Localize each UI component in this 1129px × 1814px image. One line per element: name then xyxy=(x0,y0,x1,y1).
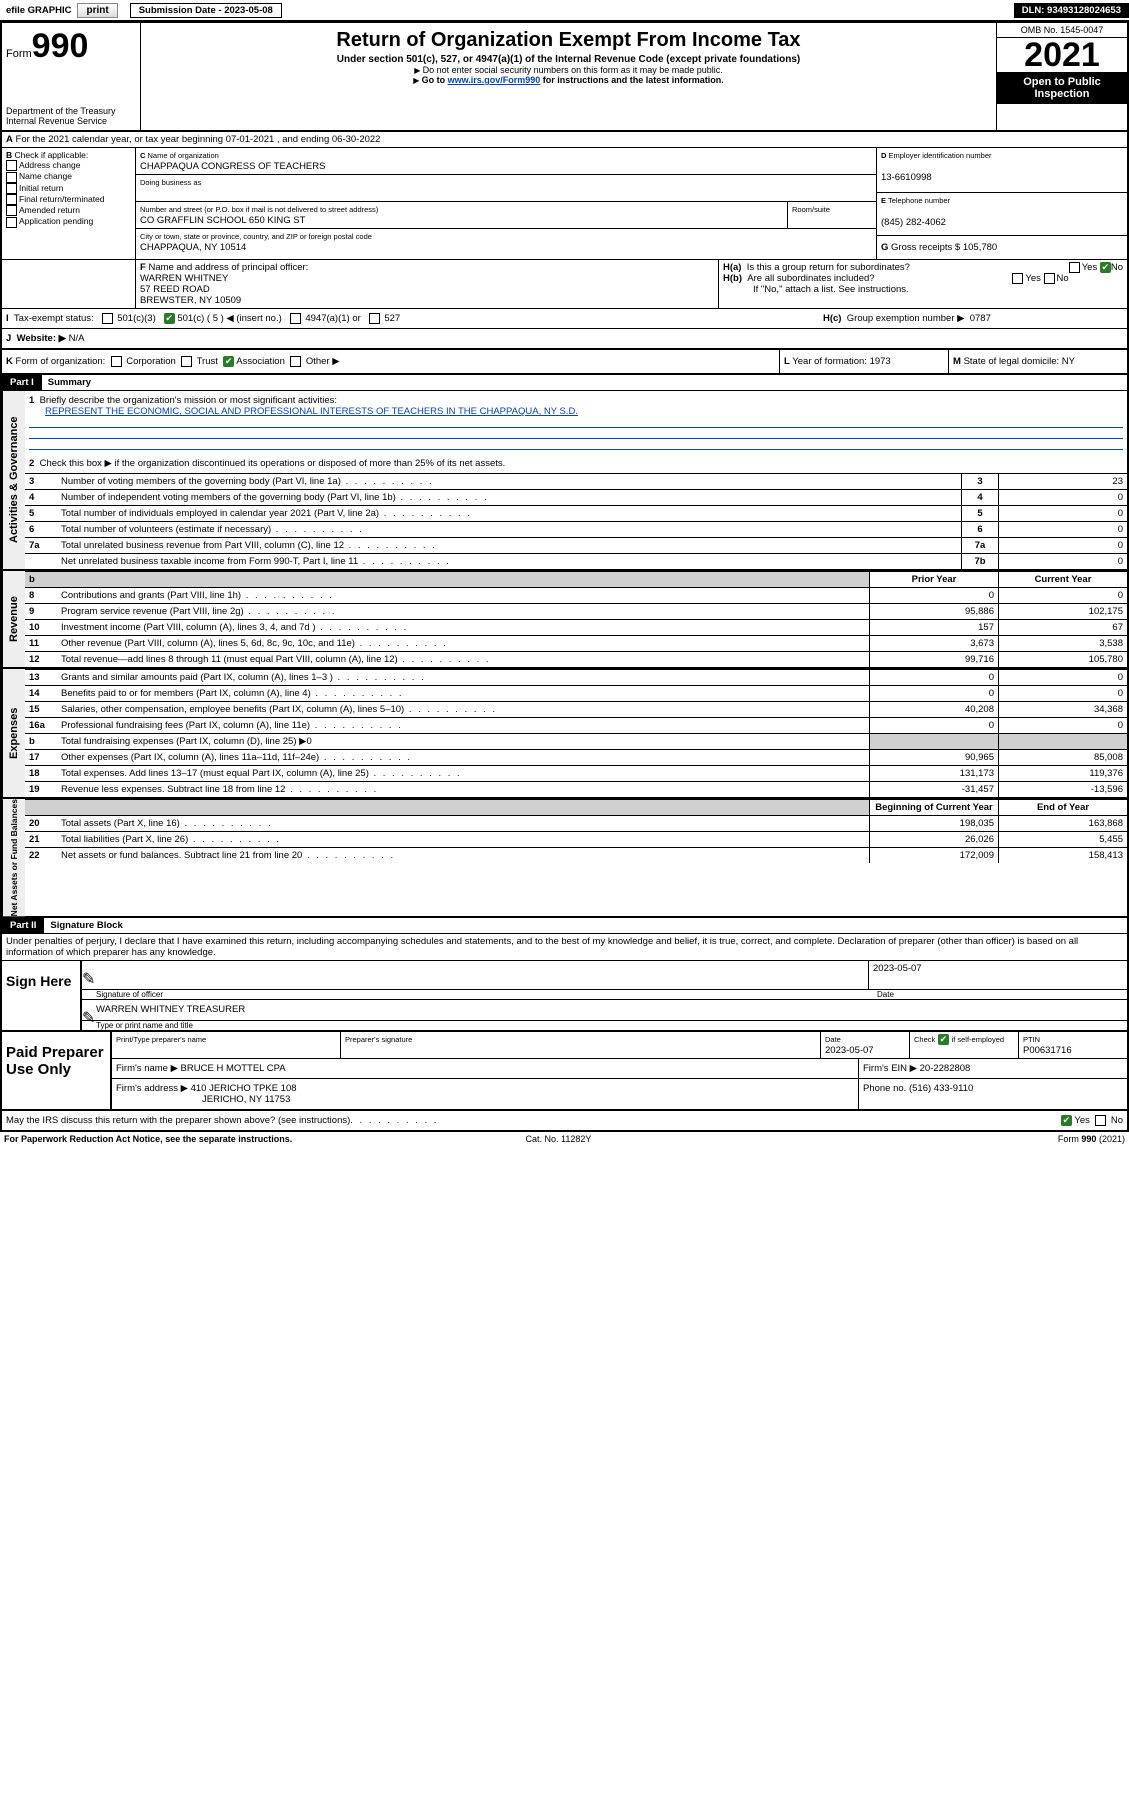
efile-label: efile GRAPHIC xyxy=(0,5,77,16)
mission-text: REPRESENT THE ECONOMIC, SOCIAL AND PROFE… xyxy=(29,406,578,417)
b-label: Check if applicable: xyxy=(15,150,89,160)
chk-app[interactable] xyxy=(6,217,17,228)
state-domicile: NY xyxy=(1062,356,1075,367)
ein: 13-6610998 xyxy=(881,172,932,183)
part2-header: Part II Signature Block xyxy=(0,918,1129,933)
header-sub1: Under section 501(c), 527, or 4947(a)(1)… xyxy=(147,54,990,65)
form-title: Return of Organization Exempt From Incom… xyxy=(147,29,990,52)
hb-yes[interactable] xyxy=(1012,273,1023,284)
row-bcde: B Check if applicable: Address change Na… xyxy=(0,148,1129,259)
firm-addr2: JERICHO, NY 11753 xyxy=(116,1094,290,1105)
org-city: CHAPPAQUA, NY 10514 xyxy=(140,242,246,253)
firm-phone: (516) 433-9110 xyxy=(909,1083,973,1094)
pen-icon: ✎ xyxy=(82,961,96,989)
ha-no-checked: ✔ xyxy=(1100,262,1111,273)
row-j: J Website: ▶ N/A xyxy=(0,329,1129,350)
vlabel-governance: Activities & Governance xyxy=(2,391,25,569)
chk-corp[interactable] xyxy=(111,356,122,367)
irs-link[interactable]: www.irs.gov/Form990 xyxy=(448,75,541,85)
expenses-section: Expenses 13Grants and similar amounts pa… xyxy=(0,667,1129,797)
form-number: 990 xyxy=(32,27,89,65)
chk-self-emp: ✔ xyxy=(938,1034,949,1045)
row-klm: K Form of organization: Corporation Trus… xyxy=(0,350,1129,375)
gross-receipts: 105,780 xyxy=(963,242,997,253)
page-footer: For Paperwork Reduction Act Notice, see … xyxy=(0,1131,1129,1146)
vlabel-netassets: Net Assets or Fund Balances xyxy=(2,799,25,916)
netassets-table: Beginning of Current Year End of Year 20… xyxy=(25,799,1127,863)
dept-treasury: Department of the Treasury xyxy=(6,106,136,116)
telephone: (845) 282-4062 xyxy=(881,217,946,228)
year-formation: 1973 xyxy=(870,356,891,367)
officer-addr2: BREWSTER, NY 10509 xyxy=(140,295,241,306)
tax-year: 2021 xyxy=(997,38,1127,72)
expenses-table: 13Grants and similar amounts paid (Part … xyxy=(25,669,1127,797)
chk-final[interactable] xyxy=(6,194,17,205)
ha-yes[interactable] xyxy=(1069,262,1080,273)
firm-ein: 20-2282808 xyxy=(920,1063,971,1074)
discuss-row: May the IRS discuss this return with the… xyxy=(0,1111,1129,1131)
row-a: A For the 2021 calendar year, or tax yea… xyxy=(0,132,1129,148)
row-fh: F Name and address of principal officer:… xyxy=(0,259,1129,309)
org-address: CO GRAFFLIN SCHOOL 650 KING ST xyxy=(140,215,305,226)
header-sub3: Go to www.irs.gov/Form990 for instructio… xyxy=(147,75,990,85)
topbar: efile GRAPHIC print Submission Date - 20… xyxy=(0,0,1129,21)
hb-no[interactable] xyxy=(1044,273,1055,284)
submission-date: Submission Date - 2023-05-08 xyxy=(130,3,282,18)
irs-label: Internal Revenue Service xyxy=(6,116,136,126)
org-name: CHAPPAQUA CONGRESS OF TEACHERS xyxy=(140,161,325,172)
penalties-text: Under penalties of perjury, I declare th… xyxy=(0,933,1129,961)
part1-body: Activities & Governance 1 Briefly descri… xyxy=(0,390,1129,569)
sign-here-block: Sign Here ✎ 2023-05-07 Signature of offi… xyxy=(0,961,1129,1032)
form-header: Form990 Department of the Treasury Inter… xyxy=(0,21,1129,132)
chk-other[interactable] xyxy=(290,356,301,367)
vlabel-revenue: Revenue xyxy=(2,571,25,667)
part1-header: Part I Summary xyxy=(0,375,1129,390)
chk-527[interactable] xyxy=(369,313,380,324)
ptin: P00631716 xyxy=(1023,1045,1072,1056)
revenue-table: b Prior Year Current Year 8Contributions… xyxy=(25,571,1127,667)
chk-name[interactable] xyxy=(6,172,17,183)
discuss-no[interactable] xyxy=(1095,1115,1106,1126)
chk-assoc-checked: ✔ xyxy=(223,356,234,367)
discuss-yes-checked: ✔ xyxy=(1061,1115,1072,1126)
chk-trust[interactable] xyxy=(181,356,192,367)
firm-addr1: 410 JERICHO TPKE 108 xyxy=(191,1083,297,1094)
chk-initial[interactable] xyxy=(6,183,17,194)
netassets-section: Net Assets or Fund Balances Beginning of… xyxy=(0,797,1129,918)
chk-4947[interactable] xyxy=(290,313,301,324)
revenue-section: Revenue b Prior Year Current Year 8Contr… xyxy=(0,569,1129,667)
paid-preparer-block: Paid Preparer Use Only Print/Type prepar… xyxy=(0,1032,1129,1111)
header-sub2: Do not enter social security numbers on … xyxy=(147,65,990,75)
officer-name: WARREN WHITNEY xyxy=(140,273,228,284)
group-exemption: 0787 xyxy=(970,313,991,324)
signer-name: WARREN WHITNEY TREASURER xyxy=(96,1000,1127,1020)
sign-date: 2023-05-07 xyxy=(869,961,1127,989)
print-button[interactable]: print xyxy=(77,3,117,18)
vlabel-expenses: Expenses xyxy=(2,669,25,797)
firm-name: BRUCE H MOTTEL CPA xyxy=(181,1063,286,1074)
website: N/A xyxy=(69,333,85,344)
governance-table: 3Number of voting members of the governi… xyxy=(25,473,1127,569)
officer-addr1: 57 REED ROAD xyxy=(140,284,210,295)
pen-icon-2: ✎ xyxy=(82,1000,96,1020)
open-public-badge: Open to Public Inspection xyxy=(997,72,1127,104)
chk-address[interactable] xyxy=(6,160,17,171)
chk-501c3[interactable] xyxy=(102,313,113,324)
form-label: Form xyxy=(6,48,32,60)
tax-year-text: For the 2021 calendar year, or tax year … xyxy=(16,134,381,145)
chk-501c-checked: ✔ xyxy=(164,313,175,324)
dln: DLN: 93493128024653 xyxy=(1014,3,1129,18)
row-i: I Tax-exempt status: 501(c)(3) ✔ 501(c) … xyxy=(0,309,1129,329)
chk-amended[interactable] xyxy=(6,205,17,216)
